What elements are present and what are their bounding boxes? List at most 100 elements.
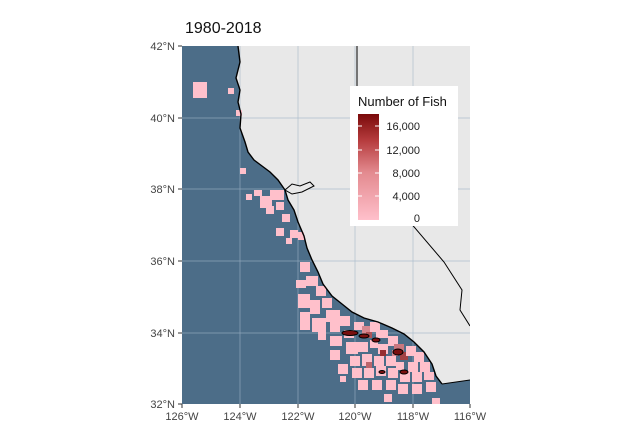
catch-cell: [330, 350, 340, 360]
ocean-area: [182, 46, 470, 404]
catch-cell: [270, 190, 284, 200]
catch-cell: [282, 214, 290, 222]
catch-cell: [398, 384, 408, 394]
catch-cell: [406, 346, 416, 356]
catch-cell: [388, 368, 398, 378]
lat-label: 32°N: [150, 399, 175, 411]
channel-islands: [341, 330, 409, 375]
catch-cell: [350, 356, 360, 366]
catch-cell: [386, 380, 396, 390]
catch-cell: [362, 354, 372, 366]
catch-cell: [300, 312, 310, 330]
catch-cell: [366, 362, 372, 368]
catch-cell: [338, 364, 348, 374]
catch-cell: [400, 372, 410, 382]
catch-cell: [396, 362, 404, 370]
catch-cell: [316, 286, 326, 296]
catch-cell: [193, 82, 207, 98]
catch-cell: [426, 382, 436, 392]
catch-cell: [236, 110, 242, 116]
catch-cell: [370, 340, 378, 348]
catch-cell: [374, 356, 384, 366]
lon-label: 120°W: [338, 411, 372, 423]
catch-cell: [266, 206, 274, 214]
legend-title: Number of Fish: [358, 94, 447, 109]
catch-cell: [414, 352, 424, 362]
catch-cell: [432, 398, 440, 404]
catch-cell: [330, 336, 342, 346]
catch-cell: [260, 196, 272, 208]
catch-cell: [276, 202, 284, 210]
catch-cell: [246, 194, 252, 200]
catch-cell: [254, 190, 262, 196]
catch-cell: [312, 318, 326, 332]
catch-cell: [358, 380, 368, 390]
axis-ticks: [178, 45, 471, 408]
catch-cell: [378, 344, 388, 354]
lon-label: 118°W: [397, 411, 430, 423]
catch-cell: [330, 322, 340, 332]
lat-label: 42°N: [150, 41, 175, 53]
catch-cell: [340, 316, 350, 326]
lat-label: 34°N: [150, 328, 175, 340]
catch-cell: [346, 342, 358, 354]
catch-cell: [376, 330, 388, 338]
catch-cell: [228, 88, 234, 94]
legend-break: 0: [414, 213, 420, 225]
catch-cell: [310, 300, 320, 314]
catch-cell: [298, 232, 304, 240]
state-border-mexico: [441, 379, 470, 385]
catch-cell: [298, 294, 310, 308]
catch-cell: [370, 322, 380, 332]
catch-cells: [193, 82, 440, 404]
map-title: 1980-2018: [185, 20, 262, 37]
catch-cell: [424, 372, 434, 380]
catch-cell: [306, 276, 318, 286]
lon-label: 126°W: [165, 411, 199, 423]
catch-cell: [322, 298, 332, 308]
catch-cell: [276, 228, 284, 236]
legend-colorbar: [358, 114, 379, 220]
catch-cell: [358, 342, 368, 352]
catch-cell: [384, 394, 392, 402]
catch-cell: [326, 310, 340, 322]
catch-cell: [386, 356, 396, 366]
longitude-labels: 126°W 124°W 122°W 120°W 118°W 116°W: [165, 411, 486, 423]
catch-cell: [388, 336, 398, 346]
catch-cell: [372, 380, 382, 390]
legend-break: 8,000: [392, 168, 420, 180]
coastline: [235, 46, 443, 385]
lat-label: 36°N: [150, 256, 175, 268]
legend-break: 4,000: [392, 191, 420, 203]
legend-break: 12,000: [386, 145, 420, 157]
catch-cell: [352, 368, 362, 378]
catch-cell: [362, 326, 372, 334]
catch-cell: [400, 352, 408, 360]
catch-cell: [286, 238, 292, 244]
catch-cell: [290, 230, 298, 238]
lat-label: 38°N: [150, 184, 175, 196]
catch-cell: [364, 368, 374, 378]
latitude-labels: 32°N 34°N 36°N 38°N 40°N 42°N: [150, 41, 175, 411]
catch-cell: [380, 350, 386, 356]
catch-cell: [354, 322, 364, 330]
lon-label: 124°W: [223, 411, 257, 423]
catch-cell: [408, 362, 418, 372]
legend: Number of Fish 16,000 12,000 8,000 4,000…: [350, 86, 458, 226]
catch-cell: [300, 262, 310, 272]
catch-cell: [412, 372, 422, 382]
bay-outline: [284, 181, 315, 195]
lat-label: 40°N: [150, 113, 175, 125]
catch-cell: [412, 384, 422, 394]
catch-cell: [240, 168, 246, 174]
catch-cell: [340, 376, 346, 382]
catch-cell: [318, 332, 326, 340]
catch-cell: [296, 280, 306, 288]
catch-cell: [394, 344, 404, 352]
legend-break: 16,000: [386, 121, 420, 133]
lon-label: 122°W: [281, 411, 315, 423]
catch-cell: [420, 362, 430, 372]
lon-label: 116°W: [454, 411, 487, 423]
